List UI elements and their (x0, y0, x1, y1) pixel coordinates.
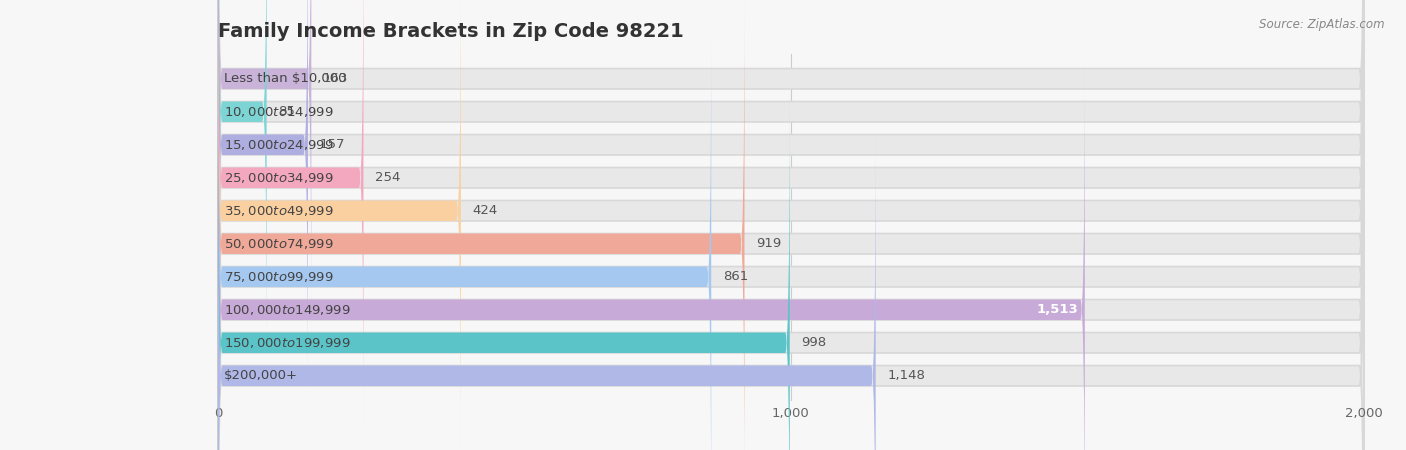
Text: $35,000 to $49,999: $35,000 to $49,999 (224, 204, 333, 218)
Text: $50,000 to $74,999: $50,000 to $74,999 (224, 237, 333, 251)
FancyBboxPatch shape (218, 0, 1364, 450)
Text: Family Income Brackets in Zip Code 98221: Family Income Brackets in Zip Code 98221 (218, 22, 683, 41)
FancyBboxPatch shape (218, 122, 876, 450)
Text: Source: ZipAtlas.com: Source: ZipAtlas.com (1260, 18, 1385, 31)
Text: $10,000 to $14,999: $10,000 to $14,999 (224, 105, 333, 119)
FancyBboxPatch shape (218, 0, 1364, 333)
Text: 1,513: 1,513 (1036, 303, 1078, 316)
Text: Less than $10,000: Less than $10,000 (224, 72, 346, 85)
Text: 424: 424 (472, 204, 498, 217)
Text: 157: 157 (319, 138, 344, 151)
Text: $150,000 to $199,999: $150,000 to $199,999 (224, 336, 350, 350)
Text: 85: 85 (278, 105, 295, 118)
FancyBboxPatch shape (218, 0, 267, 365)
Text: 861: 861 (723, 270, 748, 283)
FancyBboxPatch shape (218, 0, 1364, 450)
Text: $200,000+: $200,000+ (224, 369, 298, 382)
Text: 163: 163 (323, 72, 349, 85)
FancyBboxPatch shape (218, 89, 790, 450)
Text: 998: 998 (801, 336, 827, 349)
Text: $15,000 to $24,999: $15,000 to $24,999 (224, 138, 333, 152)
FancyBboxPatch shape (218, 0, 311, 333)
Text: $75,000 to $99,999: $75,000 to $99,999 (224, 270, 333, 284)
FancyBboxPatch shape (218, 56, 1364, 450)
Text: $25,000 to $34,999: $25,000 to $34,999 (224, 171, 333, 185)
FancyBboxPatch shape (218, 0, 308, 399)
FancyBboxPatch shape (218, 122, 1364, 450)
Text: $100,000 to $149,999: $100,000 to $149,999 (224, 303, 350, 317)
FancyBboxPatch shape (218, 0, 364, 432)
FancyBboxPatch shape (218, 0, 1364, 399)
Text: 1,148: 1,148 (887, 369, 925, 382)
FancyBboxPatch shape (218, 0, 1364, 365)
FancyBboxPatch shape (218, 0, 461, 450)
FancyBboxPatch shape (218, 89, 1364, 450)
Text: 919: 919 (756, 237, 782, 250)
FancyBboxPatch shape (218, 0, 1364, 432)
FancyBboxPatch shape (218, 56, 1085, 450)
FancyBboxPatch shape (218, 23, 1364, 450)
FancyBboxPatch shape (218, 23, 711, 450)
Text: 254: 254 (375, 171, 401, 184)
FancyBboxPatch shape (218, 0, 744, 450)
